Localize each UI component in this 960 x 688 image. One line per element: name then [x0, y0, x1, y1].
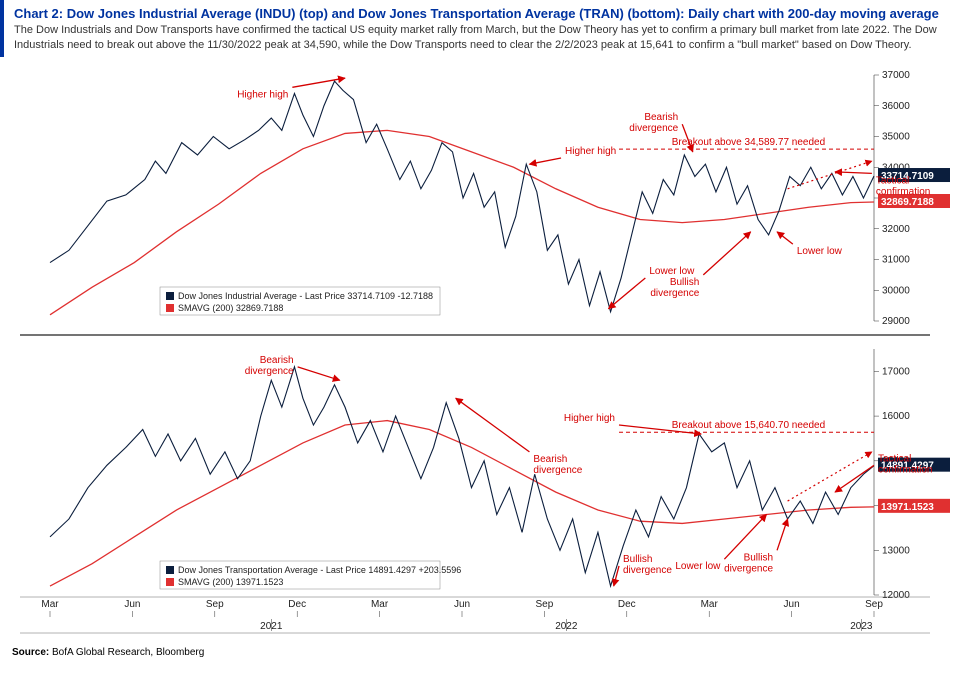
annotation-text: Higher high: [237, 89, 288, 100]
year-label: 2021: [260, 621, 283, 632]
ytick-label: 35000: [882, 131, 910, 142]
chart-header: Chart 2: Dow Jones Industrial Average (I…: [0, 0, 960, 57]
annotation-arrow: [529, 158, 561, 164]
xtick-label: Sep: [206, 599, 224, 610]
chart-area: 2900030000310003200033000340003500036000…: [0, 57, 960, 643]
dotted-arrow: [788, 452, 872, 501]
annotation-arrow: [298, 367, 340, 380]
annotation-arrow: [456, 398, 530, 452]
xtick-label: Sep: [865, 599, 883, 610]
annotation-text: Bearishdivergence: [533, 454, 582, 476]
chart-subtitle: The Dow Industrials and Dow Transports h…: [14, 23, 950, 53]
annotation-text: Tacticalconfirmation: [878, 453, 932, 475]
annotation-text: Lower low: [675, 561, 721, 572]
source-line: Source: BofA Global Research, Bloomberg: [0, 643, 960, 658]
xtick-label: Dec: [618, 599, 636, 610]
annotation-text: Higher high: [564, 413, 615, 424]
legend-line2: SMAVG (200) 13971.1523: [178, 577, 283, 587]
legend-line1: Dow Jones Transportation Average - Last …: [178, 565, 461, 575]
breakout-label: Breakout above 15,640.70 needed: [672, 420, 825, 431]
ytick-label: 16000: [882, 411, 910, 422]
breakout-label: Breakout above 34,589.77 needed: [672, 137, 825, 148]
annotation-arrow: [777, 519, 788, 550]
xtick-label: Jun: [784, 599, 800, 610]
annotation-text: Bearishdivergence: [245, 355, 294, 377]
year-label: 2022: [555, 621, 578, 632]
annotation-arrow: [608, 278, 645, 309]
sma-flag-text: 32869.7188: [881, 197, 934, 208]
legend-line2: SMAVG (200) 32869.7188: [178, 303, 283, 313]
annotation-arrow: [777, 232, 793, 244]
xtick-label: Dec: [288, 599, 306, 610]
annotation-text: Bullishdivergence: [650, 277, 699, 299]
ytick-label: 13000: [882, 545, 910, 556]
annotation-text: Bearishdivergence: [629, 112, 678, 134]
annotation-text: Higher high: [565, 146, 616, 157]
year-label: 2023: [850, 621, 873, 632]
xtick-label: Mar: [41, 599, 59, 610]
annotation-text: Bullishdivergence: [623, 554, 672, 576]
annotation-arrow: [703, 232, 750, 275]
legend-line1: Dow Jones Industrial Average - Last Pric…: [178, 291, 433, 301]
annotation-text: Lower low: [797, 246, 843, 257]
xtick-label: Mar: [371, 599, 389, 610]
ytick-label: 32000: [882, 223, 910, 234]
ytick-label: 37000: [882, 70, 910, 81]
xtick-label: Mar: [701, 599, 719, 610]
series-line: [50, 81, 874, 312]
ytick-label: 36000: [882, 100, 910, 111]
annotation-text: Bullishdivergence: [724, 552, 773, 574]
source-text: BofA Global Research, Bloomberg: [52, 647, 204, 658]
annotation-arrow: [835, 172, 872, 174]
sma-flag-text: 13971.1523: [881, 502, 934, 513]
ytick-label: 12000: [882, 590, 910, 601]
annotation-text: Lower low: [649, 266, 695, 277]
xtick-label: Jun: [454, 599, 470, 610]
ytick-label: 17000: [882, 366, 910, 377]
xtick-label: Sep: [536, 599, 554, 610]
source-label: Source:: [12, 647, 49, 658]
ytick-label: 31000: [882, 254, 910, 265]
xtick-label: Jun: [124, 599, 140, 610]
ytick-label: 30000: [882, 285, 910, 296]
annotation-arrow: [292, 78, 345, 87]
annotation-arrow: [835, 465, 874, 492]
chart-title: Chart 2: Dow Jones Industrial Average (I…: [14, 6, 950, 21]
ytick-label: 29000: [882, 316, 910, 327]
